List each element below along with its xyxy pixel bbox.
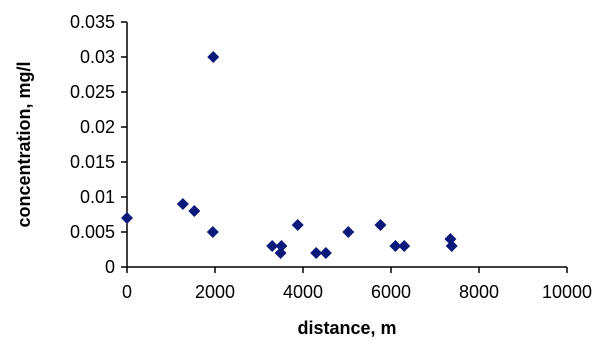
y-tick-label: 0.02 (80, 117, 115, 137)
y-tick-label: 0.005 (70, 222, 115, 242)
x-tick-label: 0 (122, 282, 132, 302)
y-tick-label: 0.03 (80, 47, 115, 67)
data-point (207, 51, 220, 63)
data-point (445, 240, 458, 252)
y-tick-label: 0.01 (80, 187, 115, 207)
data-point (206, 226, 219, 238)
axes (126, 22, 567, 268)
data-point (188, 205, 201, 217)
x-tick-label: 2000 (195, 282, 235, 302)
data-point (389, 240, 402, 252)
x-ticks: 0 2000 4000 6000 8000 10000 (122, 267, 592, 302)
x-tick-label: 10000 (542, 282, 592, 302)
x-axis-title: distance, m (297, 318, 396, 338)
x-tick-label: 8000 (459, 282, 499, 302)
data-point (319, 247, 332, 259)
y-ticks: 0 0.005 0.01 0.015 0.02 0.025 0.03 0.035 (70, 12, 127, 277)
data-point (121, 212, 133, 224)
y-tick-label: 0.035 (70, 12, 115, 32)
data-point (374, 219, 387, 231)
data-point (176, 198, 189, 210)
data-point (398, 240, 411, 252)
y-tick-label: 0.025 (70, 82, 115, 102)
data-point (310, 247, 323, 259)
y-axis-title: concentration, mg/l (14, 61, 34, 227)
x-tick-label: 4000 (283, 282, 323, 302)
data-points (121, 51, 458, 259)
data-point (274, 247, 287, 259)
y-tick-label: 0.015 (70, 152, 115, 172)
y-tick-label: 0 (105, 257, 115, 277)
x-tick-label: 6000 (371, 282, 411, 302)
data-point (342, 226, 355, 238)
data-point (275, 240, 288, 252)
data-point (291, 219, 304, 231)
data-point (266, 240, 279, 252)
